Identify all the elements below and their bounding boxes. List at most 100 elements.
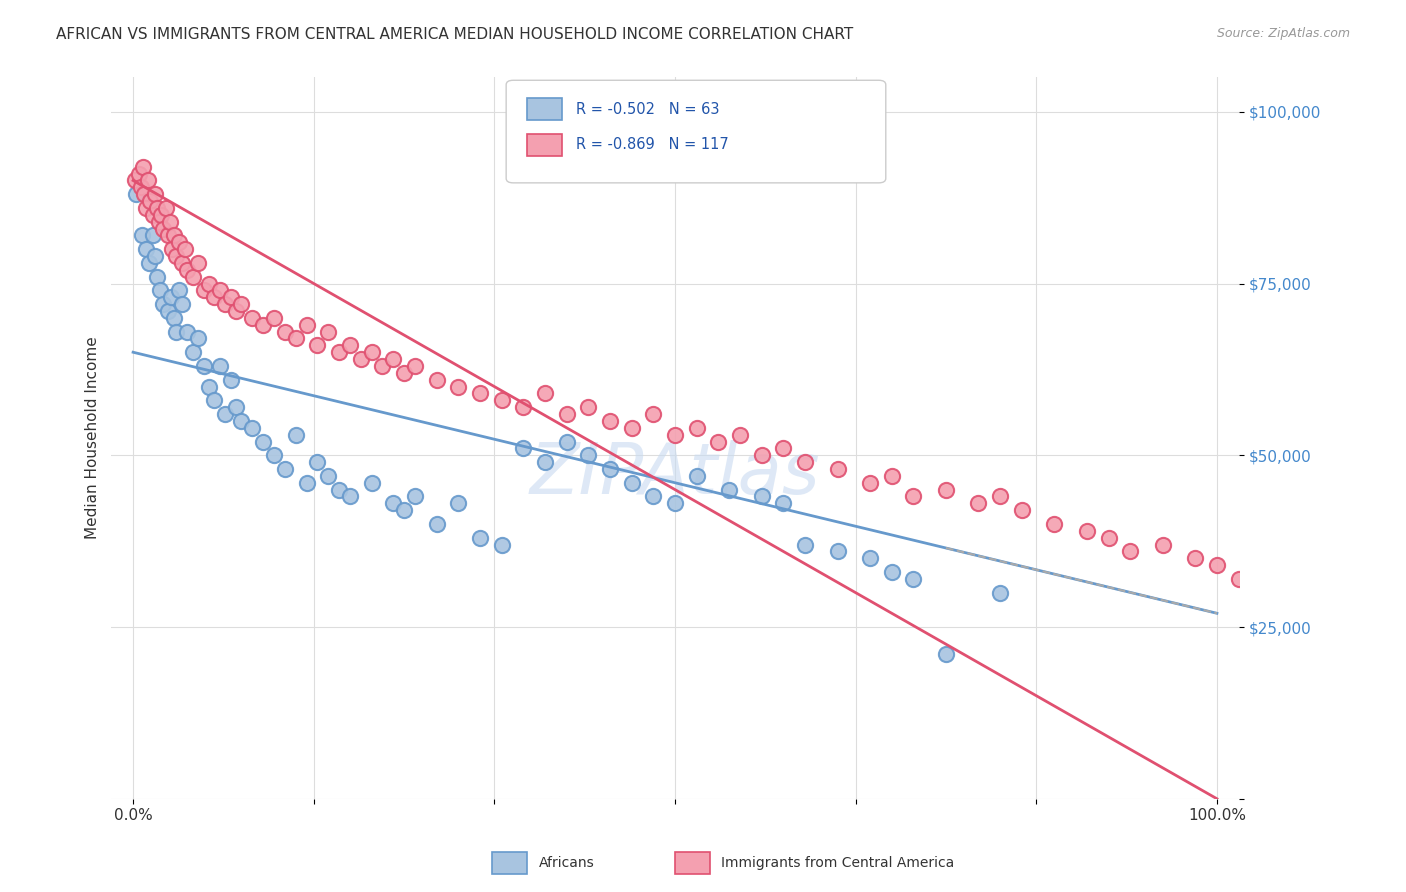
Point (252, 318, 274, 332)
Point (181, 345, 204, 359)
Point (152, 297, 174, 311)
Point (225, 304, 247, 318)
Point (620, 421, 643, 435)
Point (447, 379, 470, 393)
Point (1315, 585, 1337, 599)
Point (295, 475, 318, 490)
Point (664, 496, 686, 510)
Point (1097, 531, 1119, 545)
Point (142, 228, 165, 243)
Point (339, 338, 361, 352)
Point (382, 352, 405, 367)
Point (772, 442, 794, 456)
Point (534, 386, 557, 401)
Point (146, 201, 169, 215)
Point (686, 469, 709, 483)
Point (392, 366, 415, 380)
Point (284, 427, 307, 442)
Point (447, 496, 470, 510)
Point (156, 304, 179, 318)
Point (360, 475, 382, 490)
Point (263, 448, 285, 462)
Point (599, 414, 621, 428)
Text: R = -0.869   N = 117: R = -0.869 N = 117 (576, 137, 730, 153)
Point (231, 297, 253, 311)
Point (686, 421, 709, 435)
Point (1357, 592, 1379, 607)
Point (555, 407, 578, 421)
Point (170, 297, 193, 311)
Point (751, 490, 773, 504)
Point (174, 242, 197, 256)
Point (139, 194, 162, 208)
Point (198, 277, 221, 291)
Point (208, 359, 231, 373)
Point (202, 393, 225, 408)
Point (198, 379, 221, 393)
Point (150, 208, 173, 222)
Point (534, 455, 557, 469)
Text: Africans: Africans (538, 856, 595, 871)
Point (143, 249, 166, 263)
Text: R = -0.502   N = 63: R = -0.502 N = 63 (576, 102, 720, 117)
Point (132, 160, 155, 174)
Point (1271, 579, 1294, 593)
Point (468, 531, 491, 545)
Point (360, 345, 382, 359)
Point (643, 407, 665, 421)
Point (1184, 551, 1206, 566)
Point (371, 359, 394, 373)
Point (240, 421, 263, 435)
Point (555, 434, 578, 449)
Point (718, 483, 741, 497)
Point (181, 269, 204, 284)
Point (165, 249, 187, 263)
Point (231, 414, 253, 428)
Point (425, 373, 447, 387)
Point (193, 284, 215, 298)
Point (643, 490, 665, 504)
Point (165, 325, 187, 339)
Point (1152, 538, 1174, 552)
Point (392, 503, 415, 517)
Point (967, 496, 990, 510)
Point (187, 331, 209, 345)
Point (208, 284, 231, 298)
Point (155, 201, 177, 215)
Point (576, 448, 599, 462)
Point (160, 290, 183, 304)
Text: Source: ZipAtlas.com: Source: ZipAtlas.com (1216, 27, 1350, 40)
Point (512, 400, 534, 414)
Point (880, 469, 903, 483)
Point (274, 325, 297, 339)
Point (794, 455, 817, 469)
Point (827, 462, 849, 476)
Point (512, 442, 534, 456)
Text: Immigrants from Central America: Immigrants from Central America (721, 856, 955, 871)
Point (794, 538, 817, 552)
Point (252, 434, 274, 449)
Point (468, 386, 491, 401)
Point (880, 565, 903, 579)
Point (316, 469, 339, 483)
Point (219, 290, 242, 304)
Point (138, 256, 160, 270)
Point (187, 256, 209, 270)
Point (307, 455, 329, 469)
Point (859, 475, 882, 490)
Point (491, 538, 513, 552)
Point (156, 228, 179, 243)
Point (859, 551, 882, 566)
Point (143, 187, 166, 202)
Point (827, 544, 849, 558)
Point (1292, 572, 1315, 586)
Point (350, 352, 373, 367)
Point (149, 284, 172, 298)
Point (125, 187, 148, 202)
Point (382, 496, 405, 510)
Point (1011, 503, 1033, 517)
Point (599, 462, 621, 476)
Point (339, 490, 361, 504)
Point (167, 235, 190, 250)
Point (404, 359, 426, 373)
